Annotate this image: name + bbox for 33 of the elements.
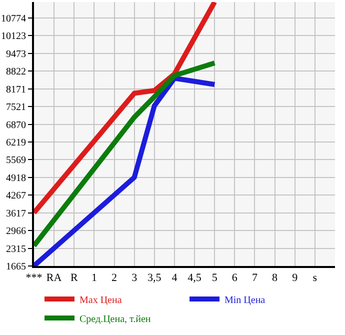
y-tick-label: 7521 [6, 102, 26, 114]
y-tick-label: 8171 [6, 84, 26, 96]
y-tick-label: 9473 [6, 48, 26, 60]
y-tick-label: 6870 [6, 120, 26, 131]
x-tick-label: 3,5 [148, 272, 162, 284]
x-tick-label: 7 [252, 272, 258, 284]
y-tick-label: 4267 [6, 190, 26, 202]
x-tick-label: 8 [272, 272, 278, 284]
y-tick-label: 10123 [1, 31, 26, 42]
y-tick-label: 10774 [1, 13, 26, 24]
legend-label: Сред.Цена, т.йен [80, 314, 152, 325]
x-tick-label: 5 [212, 272, 218, 284]
x-tick-label: R [70, 272, 78, 284]
y-tick-label: 2315 [6, 244, 26, 255]
legend-label: Min Цена [224, 294, 266, 306]
y-tick-label: 2966 [6, 226, 26, 238]
x-tick-label: 3 [132, 272, 138, 284]
x-tick-label: s [312, 272, 318, 284]
x-tick-label: 6 [232, 272, 238, 284]
y-tick-label: 6219 [6, 137, 26, 148]
legend-label: Max Цена [80, 294, 122, 306]
x-tick-label: *** [26, 272, 42, 284]
y-tick-label: 5569 [6, 155, 26, 166]
y-tick-label: 3617 [6, 208, 26, 220]
y-tick-label: 8822 [6, 66, 26, 78]
x-tick-label: 4,5 [188, 272, 202, 284]
x-tick-label: 9 [292, 272, 298, 284]
x-tick-label: 2 [112, 272, 118, 284]
x-tick-label: 1 [91, 272, 97, 284]
x-tick-label: RA [46, 272, 62, 284]
y-tick-label: 4918 [6, 172, 26, 184]
x-tick-label: 4 [172, 272, 178, 284]
y-tick-label: 1665 [6, 262, 26, 272]
